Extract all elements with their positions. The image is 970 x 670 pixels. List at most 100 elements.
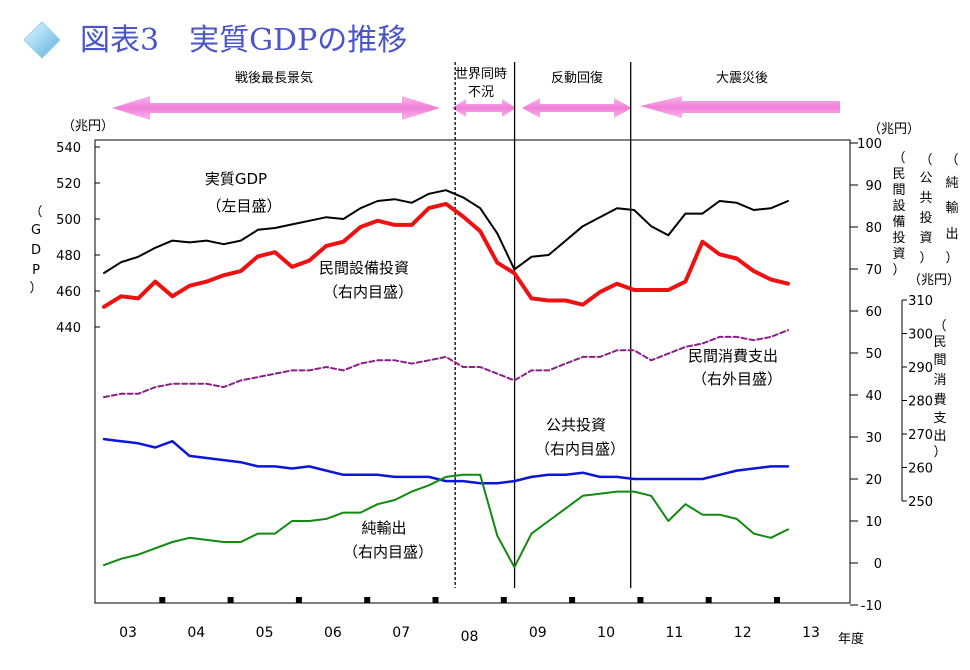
right-axis-label-char: ） — [919, 251, 932, 266]
left-axis-tick-label: 540 — [56, 141, 81, 156]
right-axis-label-char: 支 — [933, 411, 946, 426]
x-axis-tick-label: 08 — [461, 629, 479, 645]
right-axis-label-char: （ — [919, 153, 932, 168]
x-axis-tick-label: 06 — [324, 625, 342, 641]
right-axis-label-char: 投 — [919, 210, 932, 226]
x-axis-tick — [774, 597, 780, 603]
left-axis-label-char: D — [31, 243, 41, 258]
period-arrow-rebound — [522, 98, 632, 118]
right-axis-label-char: 費 — [933, 393, 946, 408]
right-axis-label-char: 共 — [919, 191, 932, 206]
left-axis-label-char: ） — [29, 281, 42, 296]
netexports-annotation-line2: （右内目盛） — [343, 543, 433, 561]
right-outer-axis-tick-label: 310 — [908, 294, 933, 309]
right-inner-axis-tick-label: 0 — [874, 557, 882, 572]
right-outer-axis-label: （ 民 間 消 費 支 出 ） — [933, 319, 946, 460]
right-axis-label-char: 消 — [933, 373, 946, 388]
right-axis-label-char: 設 — [892, 198, 905, 214]
left-axis-tick-label: 480 — [56, 249, 81, 264]
x-axis-tick — [227, 597, 234, 603]
x-axis-tick-label: 04 — [187, 625, 205, 641]
right-outer-axis-tick-label: 270 — [908, 428, 933, 443]
consumption-annotation-line1: 民間消費支出 — [688, 347, 778, 365]
x-axis-tick — [500, 597, 507, 603]
x-axis-tick-label: 07 — [392, 625, 410, 641]
x-axis-tick — [569, 597, 576, 603]
right-axis-label-capex: （ 民 間 設 備 投 資 ） — [892, 151, 905, 278]
right-outer-axis-tick-label: 260 — [908, 462, 933, 477]
right-axis-label-char: ） — [945, 251, 958, 266]
x-axis-tick — [364, 597, 371, 603]
right-axis-label-char: 純 — [945, 176, 958, 191]
right-axis-label-char: 民 — [892, 167, 905, 182]
page-title: 図表3 実質GDPの推移 — [80, 23, 407, 58]
x-axis-tick-label: 05 — [256, 625, 274, 641]
regime-lines — [454, 62, 632, 588]
left-axis-label: （ G D P ） — [29, 205, 42, 296]
axis-ticks: 440 460 480 500 520 540 -10 0 10 20 30 40 50 60 70 80 90… — [56, 137, 933, 645]
period-label-world-recession: 世界同時 — [455, 67, 507, 82]
x-axis-tick — [295, 597, 302, 603]
x-axis-tick-label: 11 — [665, 625, 683, 641]
right-outer-axis-unit: （兆円） — [908, 273, 960, 288]
x-axis-tick-label: 09 — [529, 625, 547, 641]
left-axis-label-char: G — [31, 223, 41, 238]
public-annotation-line1: 公共投資 — [546, 416, 606, 434]
right-axis-label-char: 資 — [892, 247, 905, 262]
period-label-rebound: 反動回復 — [551, 70, 603, 86]
period-label-world-recession-2: 不況 — [468, 85, 494, 100]
right-inner-axis-tick-label: 70 — [865, 263, 882, 278]
period-arrow-postwar-boom — [112, 96, 440, 120]
left-axis-label-char: P — [32, 263, 40, 278]
capex-annotation-line1: 民間設備投資 — [319, 259, 409, 277]
right-inner-axis-unit: （兆円） — [868, 122, 920, 137]
period-arrow-post-quake — [640, 96, 840, 118]
right-axis-label-char: （ — [933, 319, 946, 334]
right-axis-label-char: 民 — [933, 335, 946, 350]
left-axis-tick-label: 440 — [56, 321, 81, 336]
right-axis-label-char: 投 — [892, 230, 905, 246]
x-axis-tick-label: 03 — [119, 625, 137, 641]
period-arrow-world-recession — [452, 99, 516, 117]
x-axis-tick — [432, 597, 439, 603]
right-inner-axis-tick-label: -10 — [861, 599, 882, 614]
right-axis-label-char: 間 — [933, 353, 946, 368]
right-outer-axis-tick-label: 290 — [908, 361, 933, 376]
x-axis-unit: 年度 — [838, 631, 864, 647]
right-axis-label-char: （ — [892, 151, 905, 166]
right-axis-label-char: 資 — [919, 231, 932, 246]
series-lines — [102, 189, 790, 569]
right-axis-label-char: ） — [892, 263, 905, 278]
capex-annotation-line2: （右内目盛） — [323, 283, 413, 301]
series-line-gdp — [103, 189, 789, 274]
right-outer-axis-tick-label: 250 — [908, 495, 933, 510]
right-inner-axis-tick-label: 60 — [865, 305, 882, 320]
series-line-capex — [102, 201, 790, 309]
right-axis-label-char: 備 — [892, 214, 905, 230]
x-axis-tick-label: 12 — [734, 625, 752, 641]
netexports-annotation-line1: 純輸出 — [361, 519, 406, 537]
right-inner-axis-tick-label: 10 — [865, 515, 882, 530]
consumption-annotation-line2: （右外目盛） — [692, 370, 782, 388]
x-axis-tick-label: 10 — [597, 625, 615, 641]
right-axis-label-char: 出 — [933, 429, 946, 444]
series-line-public — [102, 437, 790, 485]
series-line-consumption — [103, 329, 789, 399]
right-axis-label-char: 輸 — [945, 201, 958, 216]
right-inner-axis-tick-label: 50 — [865, 347, 882, 362]
gdp-annotation-line1: 実質GDP — [205, 170, 267, 188]
right-inner-axis-tick-label: 100 — [857, 137, 882, 152]
left-axis-label-char: （ — [29, 205, 42, 220]
right-axis-label-char: ） — [933, 445, 946, 460]
right-axis-label-char: 間 — [892, 183, 905, 198]
right-axis-label-char: 公 — [919, 171, 932, 186]
left-axis-unit: （兆円） — [62, 119, 114, 134]
series-line-netexports — [103, 473, 789, 569]
right-axis-label-netexports: （ 純 輸 出 ） — [945, 153, 958, 266]
period-label-post-quake: 大震災後 — [716, 71, 768, 86]
right-inner-axis-tick-label: 30 — [865, 431, 882, 446]
gdp-annotation-line2: （左目盛） — [206, 197, 281, 215]
right-inner-axis-tick-label: 90 — [865, 179, 882, 194]
right-inner-axis-tick-label: 20 — [865, 473, 882, 488]
